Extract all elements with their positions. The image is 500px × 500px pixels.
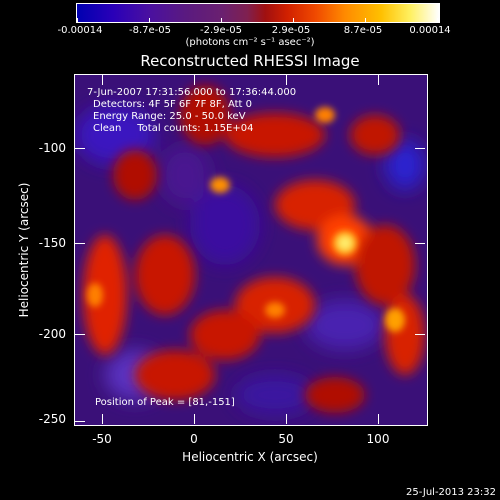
y-tick bbox=[75, 334, 85, 335]
y-axis-title: Heliocentric Y (arcsec) bbox=[17, 182, 31, 318]
colorbar-tick bbox=[149, 18, 150, 23]
x-axis-title: Heliocentric X (arcsec) bbox=[182, 450, 318, 464]
x-tick-label: -50 bbox=[92, 432, 112, 446]
x-tick bbox=[102, 414, 103, 424]
colorbar bbox=[76, 3, 440, 23]
x-tick bbox=[286, 414, 287, 424]
y-tick-right bbox=[415, 148, 425, 149]
hot-regions bbox=[83, 85, 425, 413]
y-tick-label: -100 bbox=[38, 141, 66, 155]
colorbar-tick bbox=[365, 18, 366, 23]
colorbar-tick bbox=[221, 18, 222, 23]
x-tick bbox=[194, 414, 195, 424]
time-range-label: 7-Jun-2007 17:31:56.000 to 17:36:44.000 bbox=[87, 87, 297, 98]
colorbar-label: -0.00014 bbox=[57, 25, 103, 36]
x-tick-label: 100 bbox=[366, 432, 390, 446]
y-tick-label: -250 bbox=[38, 412, 66, 426]
colorbar-label: 2.9e-05 bbox=[271, 25, 311, 36]
energy-range-label: Energy Range: 25.0 - 50.0 keV bbox=[93, 111, 246, 122]
colorbar-label: 0.00014 bbox=[409, 25, 451, 36]
peak-position-label: Position of Peak = [81,-151] bbox=[95, 397, 235, 408]
bright-spots bbox=[87, 107, 405, 332]
y-tick-right bbox=[415, 243, 425, 244]
x-tick-top bbox=[378, 75, 379, 85]
rhessi-image: 7-Jun-2007 17:31:56.000 to 17:36:44.000 … bbox=[74, 74, 428, 426]
x-tick-top bbox=[102, 75, 103, 85]
colorbar-label: -2.9e-05 bbox=[200, 25, 242, 36]
x-tick-label: 0 bbox=[190, 432, 198, 446]
x-tick-top bbox=[286, 75, 287, 85]
y-tick bbox=[75, 243, 85, 244]
x-tick-label: 50 bbox=[278, 432, 294, 446]
y-tick bbox=[75, 148, 85, 149]
y-tick bbox=[75, 421, 85, 422]
x-tick bbox=[378, 414, 379, 424]
colorbar-label: -8.7e-05 bbox=[129, 25, 171, 36]
x-tick-top bbox=[194, 75, 195, 85]
y-tick-right bbox=[415, 334, 425, 335]
y-tick-label: -200 bbox=[38, 327, 66, 341]
datestamp: 25-Jul-2013 23:32 bbox=[405, 487, 496, 498]
colorbar-label: 8.7e-05 bbox=[343, 25, 383, 36]
y-tick-label: -150 bbox=[38, 236, 66, 250]
clean-counts-label: Clean Total counts: 1.15E+04 bbox=[93, 123, 254, 134]
colorbar-tick bbox=[293, 18, 294, 23]
detectors-label: Detectors: 4F 5F 6F 7F 8F, Att 0 bbox=[93, 99, 253, 110]
image-map bbox=[75, 75, 427, 425]
colorbar-tick bbox=[77, 18, 78, 23]
colorbar-tick bbox=[437, 18, 438, 23]
colorbar-units: (photons cm⁻² s⁻¹ asec⁻²) bbox=[185, 37, 315, 48]
image-title: Reconstructed RHESSI Image bbox=[140, 52, 360, 70]
